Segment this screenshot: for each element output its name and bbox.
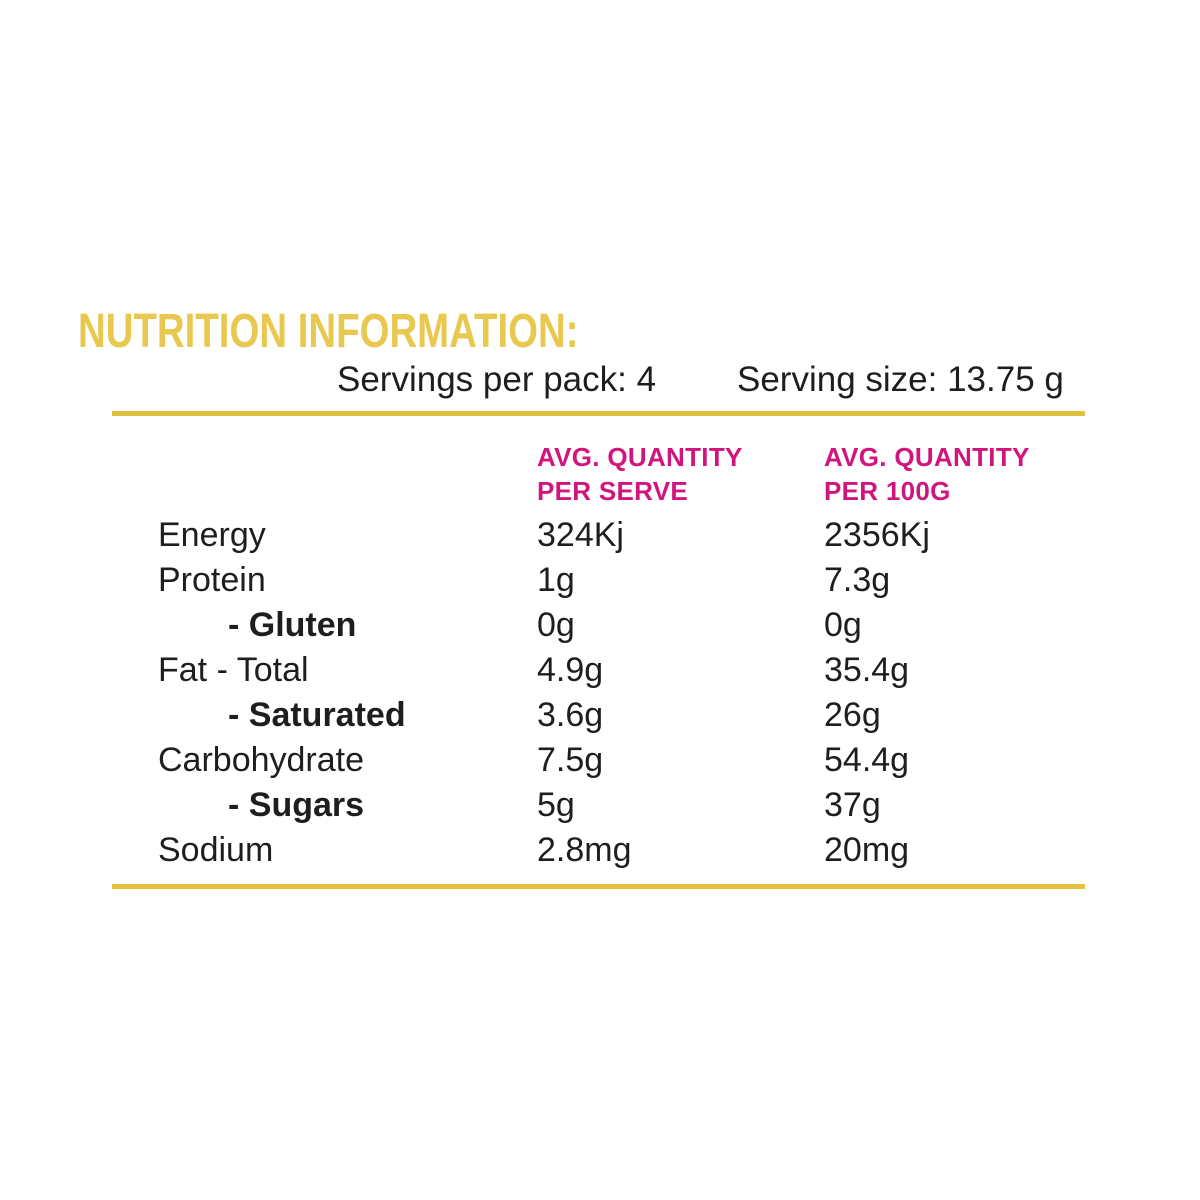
table-row-fat-total: Fat - Total 4.9g 35.4g <box>158 648 1082 693</box>
table-row-protein: Protein 1g 7.3g <box>158 558 1082 603</box>
serving-size-text: Serving size: 13.75 g <box>737 360 1064 399</box>
per-serve-value: 5g <box>537 786 575 824</box>
per-100g-value: 20mg <box>824 831 910 869</box>
column-header-per-100g: AVG. QUANTITY PER 100G <box>824 440 1030 508</box>
table-row-energy: Energy 324Kj 2356Kj <box>158 513 1082 558</box>
per-serve-value: 7.5g <box>537 741 604 779</box>
servings-per-pack-text: Servings per pack: 4 <box>337 360 657 399</box>
divider-top <box>112 411 1085 416</box>
table-row-sugars: - Sugars 5g 37g <box>158 783 1082 828</box>
divider-bottom <box>112 884 1085 889</box>
per-serve-value: 2.8mg <box>537 831 632 869</box>
per-100g-value: 37g <box>824 786 881 824</box>
per-100g-value: 35.4g <box>824 651 910 689</box>
per-serve-value: 4.9g <box>537 651 604 689</box>
table-row-carbohydrate: Carbohydrate 7.5g 54.4g <box>158 738 1082 783</box>
nutrient-label: Fat - Total <box>158 651 309 689</box>
per-serve-value: 0g <box>537 606 575 644</box>
table-row-sodium: Sodium 2.8mg 20mg <box>158 828 1082 873</box>
per-serve-value: 324Kj <box>537 516 624 554</box>
nutrient-label: Energy <box>158 516 266 554</box>
nutrient-label: - Gluten <box>228 606 357 644</box>
nutrient-label: - Saturated <box>228 696 406 734</box>
per-100g-value: 0g <box>824 606 862 644</box>
per-100g-value: 2356Kj <box>824 516 930 554</box>
per-100g-value: 7.3g <box>824 561 891 599</box>
per-100g-value: 26g <box>824 696 881 734</box>
nutrient-label: Sodium <box>158 831 274 869</box>
nutrient-label: Carbohydrate <box>158 741 365 779</box>
table-row-gluten: - Gluten 0g 0g <box>158 603 1082 648</box>
panel-title: NUTRITION INFORMATION: <box>78 305 579 358</box>
table-row-saturated: - Saturated 3.6g 26g <box>158 693 1082 738</box>
nutrient-label: Protein <box>158 561 266 599</box>
column-header-per-serve: AVG. QUANTITY PER SERVE <box>537 440 743 508</box>
nutrient-label: - Sugars <box>228 786 365 824</box>
header-per-serve-line2: PER SERVE <box>537 476 689 506</box>
nutrition-table: Energy 324Kj 2356Kj Protein 1g 7.3g - Gl… <box>158 513 1082 873</box>
header-per-100g-line1: AVG. QUANTITY <box>824 442 1030 472</box>
per-100g-value: 54.4g <box>824 741 910 779</box>
per-serve-value: 1g <box>537 561 575 599</box>
header-per-100g-line2: PER 100G <box>824 476 951 506</box>
per-serve-value: 3.6g <box>537 696 604 734</box>
header-per-serve-line1: AVG. QUANTITY <box>537 442 743 472</box>
